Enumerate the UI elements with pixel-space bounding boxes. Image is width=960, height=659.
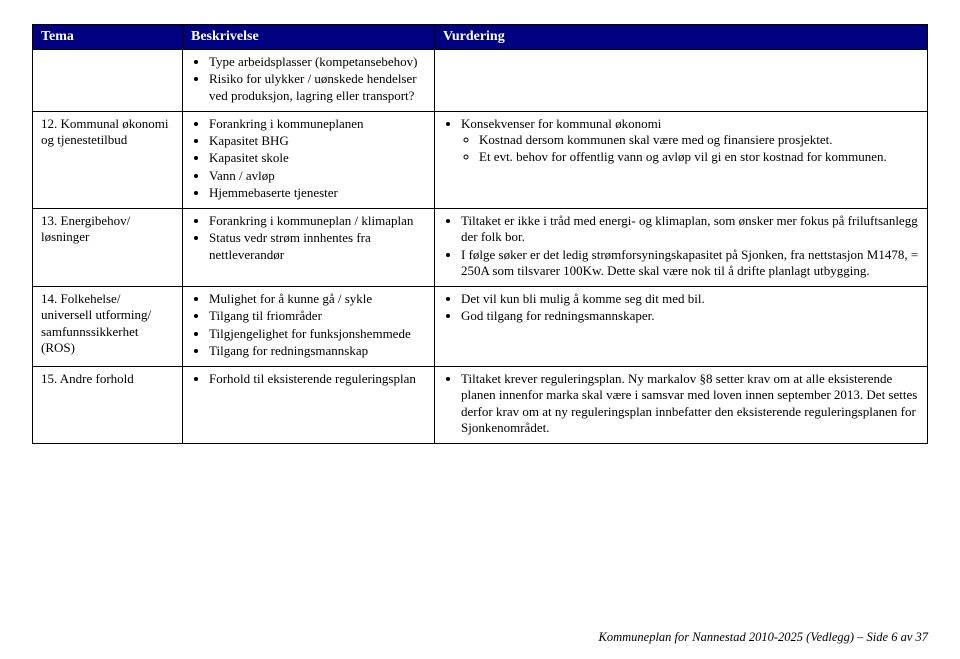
- table-row: 13. Energibehov/ løsningerForankring i k…: [33, 209, 928, 287]
- cell-beskrivelse: Mulighet for å kunne gå / sykleTilgang t…: [183, 287, 435, 367]
- cell-vurdering: Konsekvenser for kommunal økonomiKostnad…: [435, 111, 928, 208]
- list-item: I følge søker er det ledig strømforsynin…: [461, 247, 919, 280]
- cell-beskrivelse: Forankring i kommuneplan / klimaplanStat…: [183, 209, 435, 287]
- list-item: Kostnad dersom kommunen skal være med og…: [479, 132, 919, 148]
- table-row: Type arbeidsplasser (kompetansebehov)Ris…: [33, 50, 928, 112]
- cell-tema: 13. Energibehov/ løsninger: [33, 209, 183, 287]
- cell-beskrivelse: Forankring i kommuneplanenKapasitet BHGK…: [183, 111, 435, 208]
- cell-beskrivelse: Type arbeidsplasser (kompetansebehov)Ris…: [183, 50, 435, 112]
- beskrivelse-list: Mulighet for å kunne gå / sykleTilgang t…: [191, 291, 426, 359]
- list-item: Tiltaket krever reguleringsplan. Ny mark…: [461, 371, 919, 436]
- main-table: Tema Beskrivelse Vurdering Type arbeidsp…: [32, 24, 928, 444]
- table-row: 14. Folkehelse/ universell utforming/ sa…: [33, 287, 928, 367]
- list-item: Et evt. behov for offentlig vann og avlø…: [479, 149, 919, 165]
- list-item: Forankring i kommuneplan / klimaplan: [209, 213, 426, 229]
- table-row: 12. Kommunal økonomi og tjenestetilbudFo…: [33, 111, 928, 208]
- list-item: Tilgang for redningsmannskap: [209, 343, 426, 359]
- col-header-beskrivelse: Beskrivelse: [183, 25, 435, 50]
- list-item: Tiltaket er ikke i tråd med energi- og k…: [461, 213, 919, 246]
- cell-vurdering: Tiltaket er ikke i tråd med energi- og k…: [435, 209, 928, 287]
- cell-beskrivelse: Forhold til eksisterende reguleringsplan: [183, 367, 435, 444]
- list-item: Vann / avløp: [209, 168, 426, 184]
- list-item: God tilgang for redningsmannskaper.: [461, 308, 919, 324]
- vurdering-list: Konsekvenser for kommunal økonomiKostnad…: [443, 116, 919, 166]
- cell-tema: 12. Kommunal økonomi og tjenestetilbud: [33, 111, 183, 208]
- beskrivelse-list: Forhold til eksisterende reguleringsplan: [191, 371, 426, 387]
- beskrivelse-list: Forankring i kommuneplan / klimaplanStat…: [191, 213, 426, 263]
- cell-vurdering: [435, 50, 928, 112]
- header-row: Tema Beskrivelse Vurdering: [33, 25, 928, 50]
- list-item: Kapasitet BHG: [209, 133, 426, 149]
- cell-vurdering: Tiltaket krever reguleringsplan. Ny mark…: [435, 367, 928, 444]
- list-item: Det vil kun bli mulig å komme seg dit me…: [461, 291, 919, 307]
- list-item: Risiko for ulykker / uønskede hendelser …: [209, 71, 426, 104]
- list-item: Status vedr strøm innhentes fra nettleve…: [209, 230, 426, 263]
- beskrivelse-list: Forankring i kommuneplanenKapasitet BHGK…: [191, 116, 426, 201]
- cell-tema: [33, 50, 183, 112]
- cell-tema: 14. Folkehelse/ universell utforming/ sa…: [33, 287, 183, 367]
- list-item: Tilgang til friområder: [209, 308, 426, 324]
- vurdering-list: Tiltaket krever reguleringsplan. Ny mark…: [443, 371, 919, 436]
- page-footer: Kommuneplan for Nannestad 2010-2025 (Ved…: [599, 630, 928, 645]
- beskrivelse-list: Type arbeidsplasser (kompetansebehov)Ris…: [191, 54, 426, 104]
- cell-tema: 15. Andre forhold: [33, 367, 183, 444]
- list-item: Forankring i kommuneplanen: [209, 116, 426, 132]
- cell-vurdering: Det vil kun bli mulig å komme seg dit me…: [435, 287, 928, 367]
- col-header-tema: Tema: [33, 25, 183, 50]
- list-item: Type arbeidsplasser (kompetansebehov): [209, 54, 426, 70]
- list-item: Tilgjengelighet for funksjonshemmede: [209, 326, 426, 342]
- list-item: Forhold til eksisterende reguleringsplan: [209, 371, 426, 387]
- list-item: Mulighet for å kunne gå / sykle: [209, 291, 426, 307]
- vurdering-list: Det vil kun bli mulig å komme seg dit me…: [443, 291, 919, 325]
- vurdering-list: Tiltaket er ikke i tråd med energi- og k…: [443, 213, 919, 279]
- table-row: 15. Andre forhold Forhold til eksisterend…: [33, 367, 928, 444]
- list-item: Konsekvenser for kommunal økonomiKostnad…: [461, 116, 919, 166]
- vurdering-sublist: Kostnad dersom kommunen skal være med og…: [461, 132, 919, 166]
- list-item: Kapasitet skole: [209, 150, 426, 166]
- list-item: Hjemmebaserte tjenester: [209, 185, 426, 201]
- col-header-vurdering: Vurdering: [435, 25, 928, 50]
